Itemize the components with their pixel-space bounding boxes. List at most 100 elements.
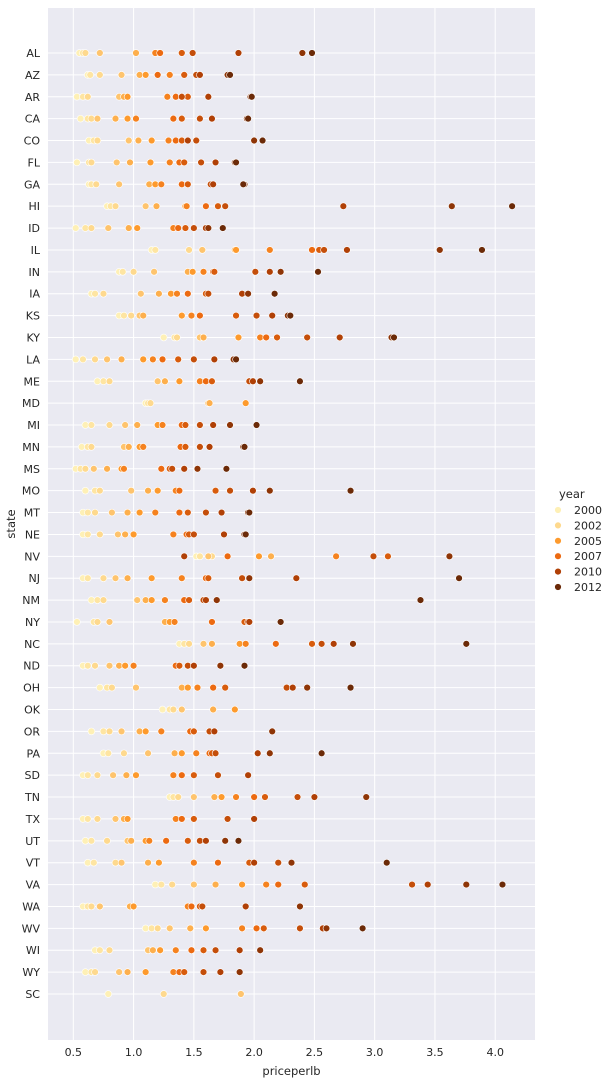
data-point — [174, 793, 182, 801]
data-point — [91, 508, 99, 517]
data-point — [211, 946, 220, 954]
data-point — [349, 640, 357, 648]
data-point — [180, 71, 188, 79]
data-point — [266, 749, 274, 757]
data-point — [301, 880, 309, 889]
data-point — [104, 990, 112, 998]
y-tick-label: KS — [26, 310, 40, 323]
data-point — [214, 202, 222, 210]
legend-label: 2010 — [574, 566, 602, 579]
data-point — [174, 224, 182, 232]
data-point — [166, 924, 174, 933]
y-tick-labels: AL AZ AR CA CO FL GA HI ID IL IN IA KS KY LA ME MD MI MN MS… — [22, 47, 41, 1001]
y-tick-label: TN — [24, 791, 40, 804]
data-point — [129, 268, 138, 276]
legend-title: year — [559, 487, 585, 501]
y-tick-label: KY — [26, 331, 40, 344]
data-point — [156, 49, 164, 57]
data-point — [166, 71, 174, 79]
data-point — [123, 114, 132, 123]
data-point — [445, 552, 454, 561]
x-tick-label: 1.5 — [185, 1046, 203, 1059]
data-point — [216, 968, 225, 976]
data-point — [192, 136, 200, 145]
data-point — [322, 924, 331, 933]
data-point — [234, 49, 243, 57]
data-point — [210, 793, 219, 801]
data-point — [241, 399, 250, 407]
data-point — [267, 552, 275, 561]
data-point — [155, 858, 163, 867]
y-tick-label: NC — [24, 638, 40, 651]
data-point — [362, 793, 370, 801]
data-point — [84, 530, 92, 539]
data-point — [190, 530, 198, 539]
data-point — [93, 136, 102, 145]
data-point — [96, 486, 104, 495]
data-point — [120, 749, 128, 757]
data-point — [256, 377, 264, 385]
data-point — [209, 421, 217, 429]
data-point — [129, 662, 138, 670]
data-point — [498, 880, 507, 889]
data-point — [240, 662, 249, 670]
y-tick-label: UT — [25, 835, 40, 848]
data-point — [190, 727, 198, 736]
data-point — [87, 443, 96, 451]
data-point — [266, 268, 274, 276]
data-point — [149, 355, 157, 364]
data-point — [139, 443, 147, 451]
data-point — [160, 333, 168, 342]
data-point — [72, 355, 80, 364]
data-point — [343, 246, 351, 254]
data-point — [211, 158, 220, 167]
y-tick-label: IA — [29, 288, 40, 301]
data-point — [117, 727, 126, 736]
data-point — [113, 158, 121, 167]
data-point — [81, 49, 90, 57]
data-point — [232, 793, 240, 801]
data-point — [188, 49, 197, 57]
y-tick-label: CA — [25, 113, 41, 126]
legend-marker — [554, 506, 562, 514]
data-point — [238, 924, 246, 933]
data-point — [111, 202, 120, 210]
x-tick-label: 4.0 — [486, 1046, 504, 1059]
data-point — [147, 596, 156, 604]
data-point — [188, 268, 197, 276]
data-point — [141, 71, 150, 79]
y-tick-label: PA — [27, 747, 41, 760]
data-point — [252, 421, 261, 429]
y-tick-label: MS — [24, 463, 40, 476]
y-tick-label: VT — [26, 857, 41, 870]
data-point — [220, 530, 228, 539]
data-point — [90, 858, 98, 867]
data-point — [180, 465, 188, 473]
data-point — [384, 552, 392, 561]
data-point — [223, 552, 232, 561]
data-point — [248, 93, 256, 101]
data-point — [424, 880, 432, 889]
data-point — [153, 486, 162, 495]
data-point — [178, 311, 186, 320]
data-point — [221, 683, 229, 692]
data-point — [317, 749, 326, 757]
data-point — [170, 749, 179, 757]
data-point — [147, 574, 156, 582]
data-point — [132, 771, 140, 779]
x-tick-label: 1.0 — [125, 1046, 143, 1059]
data-point — [249, 377, 257, 385]
data-point — [104, 749, 112, 757]
data-point — [87, 224, 96, 232]
data-point — [254, 749, 262, 757]
data-point — [209, 180, 217, 189]
data-point — [139, 311, 147, 320]
data-point — [329, 640, 338, 648]
data-point — [175, 486, 184, 495]
data-point — [245, 618, 254, 626]
data-point — [204, 290, 213, 298]
data-point — [235, 946, 244, 954]
data-point — [272, 640, 280, 648]
data-point — [232, 158, 240, 167]
data-point — [214, 771, 222, 779]
